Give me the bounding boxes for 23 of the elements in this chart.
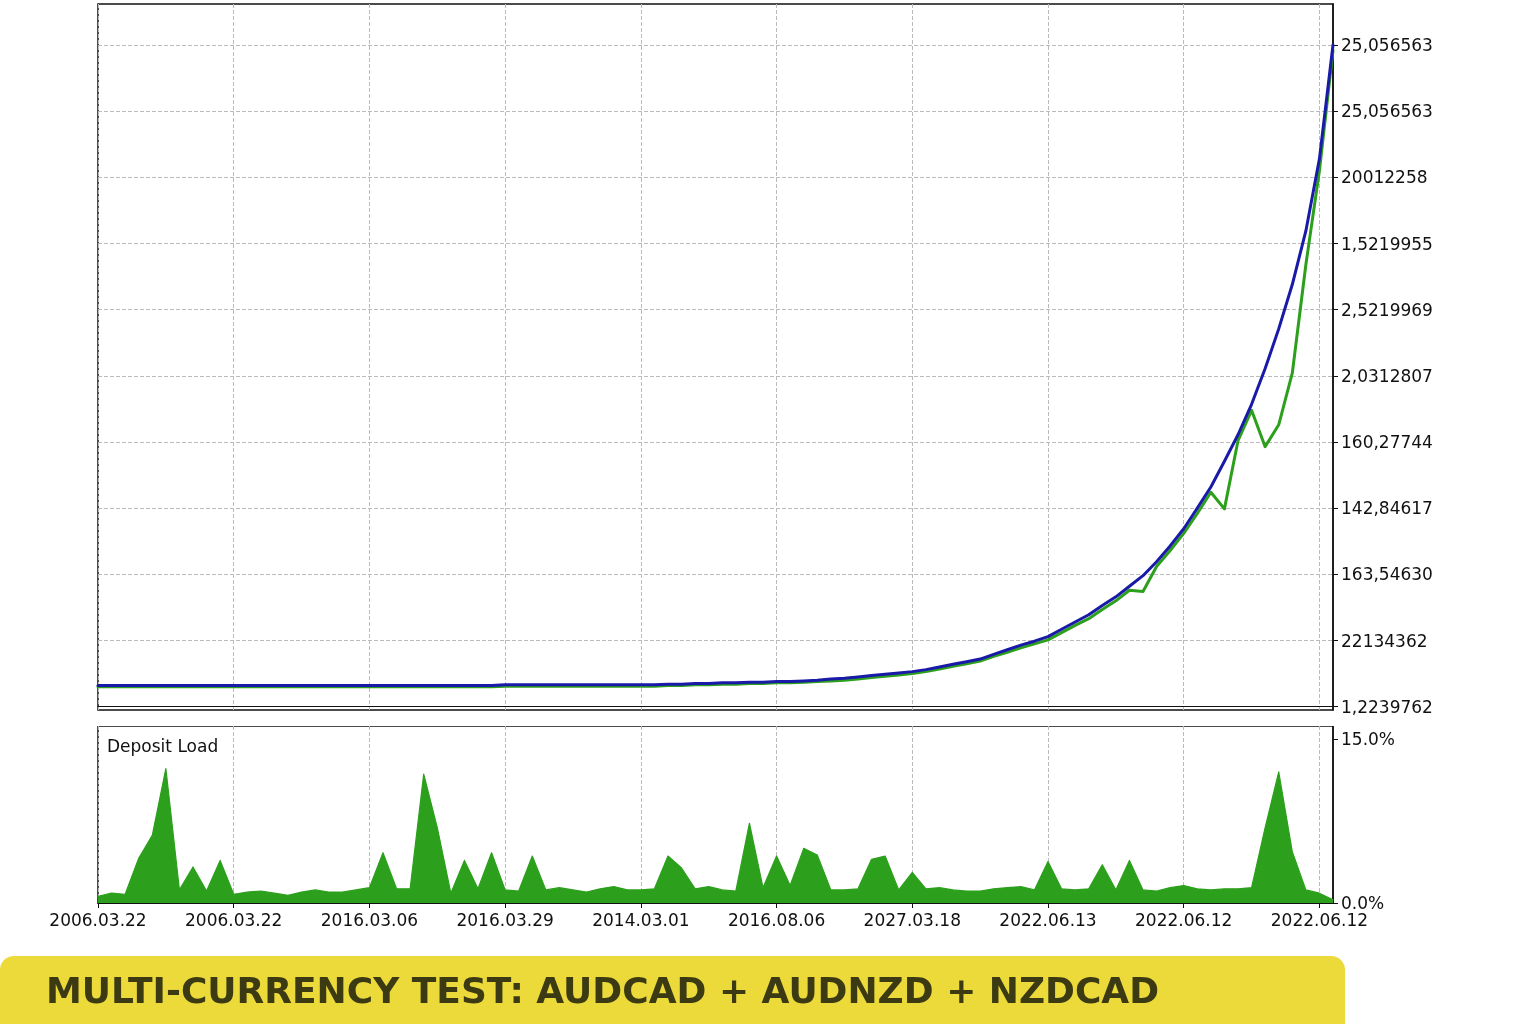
x-tick-label: 2022.06.12 <box>1135 909 1233 930</box>
x-tick-label: 2016.03.06 <box>320 909 419 930</box>
text: 25,056563 <box>1341 35 1433 56</box>
text: 163,54630 <box>1341 564 1433 585</box>
text: 20012258 <box>1341 167 1428 188</box>
x-tick-label: 2006.03.22 <box>185 909 283 930</box>
text: 1,2239762 <box>1341 696 1433 717</box>
text: MULTI-CURRENCY TEST: AUDCAD + AUDNZD + NZDCAD <box>46 969 1160 1011</box>
text: 142,84617 <box>1341 498 1433 519</box>
text: 160,27744 <box>1341 432 1433 453</box>
x-tick-label: 2016.03.29 <box>456 909 554 930</box>
x-tick-label: 2022.06.13 <box>999 909 1097 930</box>
y-tick-label: 15.0% <box>1341 729 1396 750</box>
x-tick-label: 2014.03.01 <box>592 909 690 930</box>
x-tick-label: 2006.03.22 <box>49 909 147 930</box>
text: 22134362 <box>1341 630 1428 651</box>
x-tick-label: 2027.03.18 <box>863 909 961 930</box>
text: 2,5219969 <box>1341 299 1433 320</box>
text: 1,5219955 <box>1341 233 1433 254</box>
x-tick-label: 2016.08.06 <box>727 909 826 930</box>
text: 25,056563 <box>1341 101 1433 122</box>
text: 2,0312807 <box>1341 365 1433 386</box>
text: Deposit Load <box>107 735 219 756</box>
